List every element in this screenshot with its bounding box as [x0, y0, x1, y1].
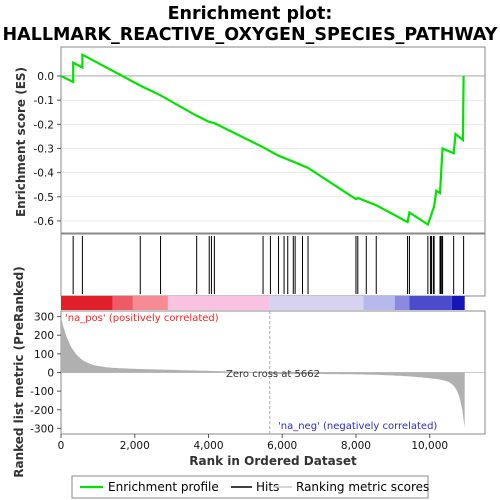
chart-title-line1: Enrichment plot:: [168, 4, 333, 24]
hits-panel: [60, 233, 486, 310]
metric-tick-label: -100: [30, 386, 54, 398]
heat-segment: [269, 296, 364, 310]
es-tick-label: -0.5: [34, 192, 55, 204]
heat-segment: [363, 296, 395, 310]
hits-panel-frame: [60, 233, 486, 297]
es-gridlines: [61, 75, 485, 222]
heat-segment: [132, 296, 168, 310]
heat-segment: [112, 296, 133, 310]
heat-segment: [167, 296, 270, 310]
heat-segment: [409, 296, 452, 310]
es-tick-label: -0.6: [34, 216, 55, 228]
es-tick-label: -0.2: [34, 119, 55, 131]
heat-segment: [394, 296, 410, 310]
legend: Enrichment profile Hits Ranking metric s…: [71, 475, 429, 499]
metric-tick-label: -300: [30, 423, 54, 435]
metric-tick-label: 200: [34, 330, 54, 342]
heat-segment: [451, 296, 465, 310]
es-tick-label: 0.0: [37, 71, 54, 83]
es-panel: 0.0 -0.1 -0.2 -0.3 -0.4 -0.5 -0.6: [34, 46, 486, 234]
metric-y-ticks: 300 200 100 0 -100 -200 -300: [30, 312, 61, 435]
es-y-ticks: 0.0 -0.1 -0.2 -0.3 -0.4 -0.5 -0.6: [34, 71, 61, 228]
rank-heat-bar: [61, 296, 465, 310]
x-axis-ticks: 0 2,000 4,000 6,000 8,000 10,000: [58, 434, 448, 452]
metric-panel: 300 200 100 0 -100 -200 -300 'na_pos' (positiv…: [30, 310, 486, 435]
x-tick-label: 6,000: [267, 440, 297, 452]
es-profile-line: [60, 52, 465, 227]
chart-title-line2: HALLMARK_REACTIVE_OXYGEN_SPECIES_PATHWAY: [3, 25, 498, 45]
legend-es-label: Enrichment profile: [108, 480, 219, 494]
legend-hits-label: Hits: [256, 480, 279, 494]
metric-tick-label: 0: [47, 368, 54, 380]
metric-tick-label: 300: [34, 312, 54, 324]
legend-metric-label: Ranking metric scores: [296, 480, 429, 494]
es-y-axis-label: Enrichment score (ES): [14, 67, 28, 217]
es-tick-label: -0.1: [34, 95, 55, 107]
x-tick-label: 4,000: [193, 440, 223, 452]
metric-tick-label: 100: [34, 349, 54, 361]
metric-y-axis-label: Ranked list metric (PreRanked): [12, 266, 26, 478]
x-tick-label: 2,000: [120, 440, 150, 452]
es-panel-frame: [60, 46, 486, 234]
hit-markers: [72, 236, 465, 294]
es-tick-label: -0.3: [34, 143, 55, 155]
positive-correlation-label: 'na_pos' (positively correlated): [65, 313, 219, 324]
negative-correlation-label: 'na_neg' (negatively correlated): [278, 421, 437, 432]
x-axis-label: Rank in Ordered Dataset: [189, 454, 357, 468]
es-tick-label: -0.4: [34, 168, 55, 180]
x-tick-label: 8,000: [341, 440, 371, 452]
heat-segment: [61, 296, 113, 310]
x-tick-label: 0: [58, 440, 65, 452]
zero-cross-label: Zero cross at 5662: [226, 369, 320, 380]
x-tick-label: 10,000: [411, 440, 448, 452]
metric-tick-label: -200: [30, 405, 54, 417]
